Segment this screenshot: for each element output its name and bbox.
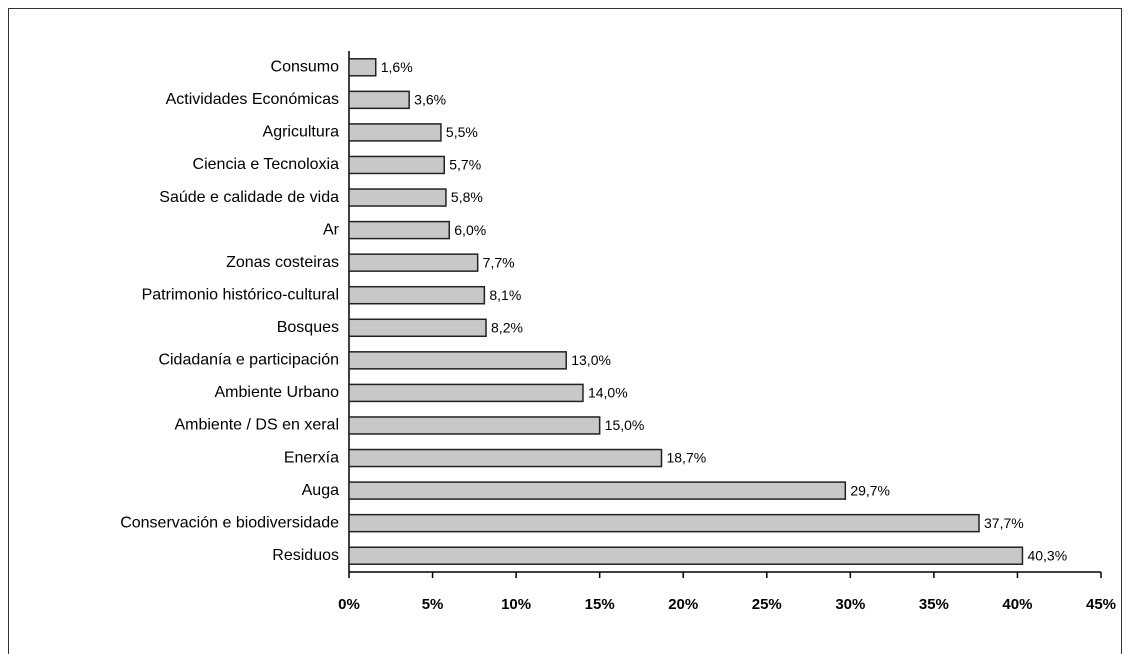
x-tick-label: 15%: [585, 596, 615, 613]
bar: [348, 123, 442, 142]
y-tick-label: Agricultura: [263, 124, 340, 141]
bar: [348, 90, 410, 110]
value-label: 5,5%: [446, 124, 478, 140]
y-tick-label: Saúde e calidade de vida: [159, 189, 339, 206]
value-label: 15,0%: [605, 417, 645, 433]
x-tick-label: 45%: [1086, 596, 1116, 613]
bar: [348, 188, 447, 207]
bar: [348, 220, 451, 240]
y-tick-label: Ar: [323, 221, 340, 238]
bar: [348, 253, 479, 272]
value-label: 40,3%: [1027, 547, 1067, 563]
x-tick-label: 30%: [835, 596, 865, 613]
value-label: 8,2%: [491, 319, 523, 335]
value-label: 37,7%: [984, 515, 1024, 531]
y-tick-label: Bosques: [277, 319, 339, 336]
value-label: 14,0%: [588, 385, 628, 401]
bar: [348, 383, 584, 403]
bar: [348, 546, 1024, 565]
value-label: 6,0%: [454, 222, 486, 238]
value-label: 7,7%: [483, 254, 515, 270]
bar: [348, 481, 847, 500]
x-tick-label: 25%: [752, 596, 782, 613]
x-tick-label: 0%: [338, 596, 360, 613]
y-tick-label: Residuos: [272, 547, 339, 564]
y-tick-label: Actividades Económicas: [166, 91, 339, 108]
frame: [8, 8, 1122, 654]
value-label: 5,7%: [449, 157, 481, 173]
value-label: 1,6%: [381, 59, 413, 75]
value-label: 8,1%: [489, 287, 521, 303]
x-tick-label: 40%: [1002, 596, 1032, 613]
value-label: 13,0%: [571, 352, 611, 368]
y-tick-label: Auga: [302, 482, 339, 499]
value-label: 5,8%: [451, 189, 483, 205]
x-tick-label: 20%: [668, 596, 698, 613]
bar: [348, 513, 980, 533]
value-label: 29,7%: [850, 482, 890, 498]
bar: [348, 318, 487, 338]
y-tick-label: Enerxía: [284, 449, 339, 466]
bar: [348, 448, 663, 468]
value-label: 3,6%: [414, 92, 446, 108]
value-label: 18,7%: [666, 450, 706, 466]
x-tick-label: 10%: [501, 596, 531, 613]
bar: [348, 416, 601, 435]
y-tick-label: Consumo: [271, 59, 340, 76]
y-tick-label: Ciencia e Tecnoloxia: [193, 156, 340, 173]
y-tick-label: Ambiente Urbano: [214, 384, 339, 401]
y-tick-label: Ambiente / DS en xeral: [174, 417, 339, 434]
bar: [348, 285, 486, 305]
bar: [348, 351, 567, 370]
bar: [348, 155, 446, 175]
y-tick-label: Zonas costeiras: [226, 254, 339, 271]
bar: [348, 58, 377, 77]
x-tick-label: 5%: [422, 596, 444, 613]
y-tick-label: Cidadanía e participación: [158, 352, 339, 369]
y-tick-label: Conservación e biodiversidade: [120, 514, 339, 531]
y-tick-label: Patrimonio histórico-cultural: [142, 286, 339, 303]
x-tick-label: 35%: [919, 596, 949, 613]
